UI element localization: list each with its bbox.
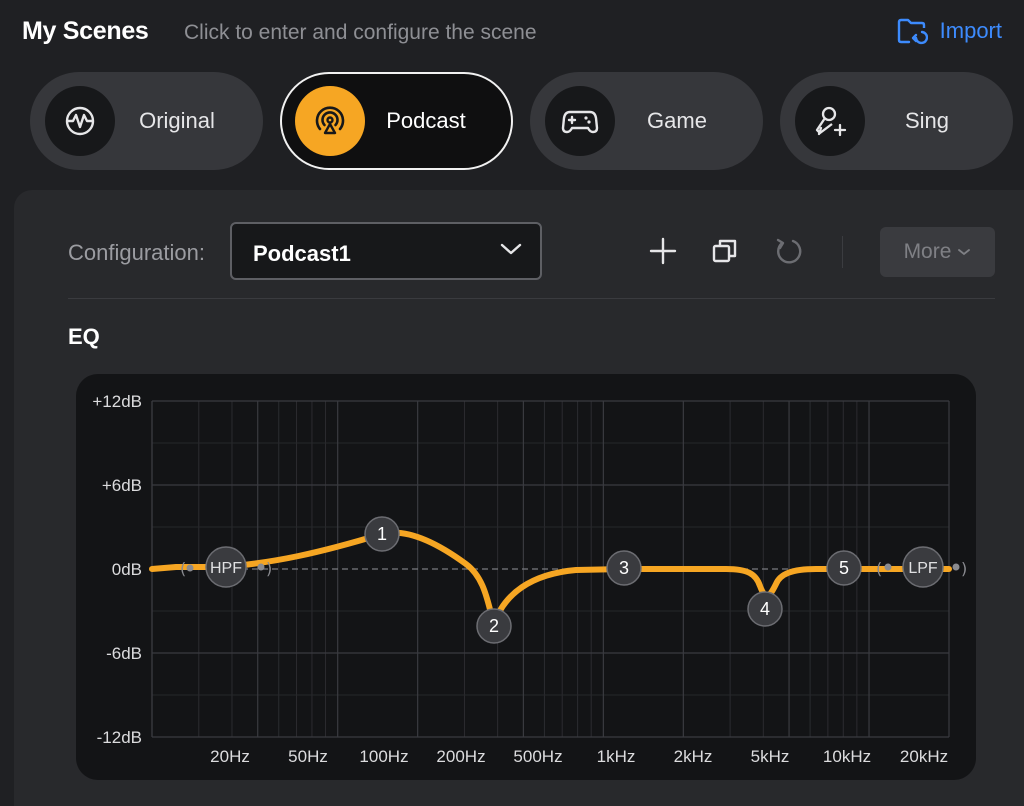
scene-podcast[interactable]: Podcast — [280, 72, 513, 170]
podcast-icon — [295, 86, 365, 156]
folder-import-icon — [897, 18, 928, 45]
x-tick-label: 1kHz — [597, 747, 636, 766]
y-tick-label: +12dB — [92, 392, 142, 411]
y-tick-label: -12dB — [97, 728, 142, 747]
lpf-slope-dot — [952, 563, 960, 571]
chevron-down-icon — [958, 249, 971, 256]
band-label: 5 — [839, 558, 849, 578]
eq-response-curve — [149, 529, 952, 627]
eq-band-2[interactable]: 2 — [476, 608, 512, 644]
eq-band-4[interactable]: 4 — [747, 591, 783, 627]
x-tick-label: 5kHz — [751, 747, 790, 766]
toolbar-divider — [842, 236, 843, 268]
reset-configuration-button[interactable] — [771, 234, 805, 268]
duplicate-icon — [712, 239, 737, 263]
divider — [68, 298, 995, 299]
band-node[interactable] — [606, 550, 642, 586]
band-node[interactable] — [364, 516, 400, 552]
hpf-handle[interactable]: ( HPF ) — [180, 546, 272, 588]
import-button[interactable]: Import — [896, 16, 1002, 46]
band-node[interactable] — [476, 608, 512, 644]
x-tick-label: 20Hz — [210, 747, 250, 766]
lpf-label: LPF — [908, 560, 938, 577]
microphone-sparkle-icon — [795, 86, 865, 156]
scene-label: Sing — [904, 108, 950, 133]
x-tick-label: 500Hz — [513, 747, 562, 766]
scene-original[interactable]: Original — [30, 72, 263, 170]
more-button[interactable]: More — [880, 227, 995, 277]
eq-band-1[interactable]: 1 — [364, 516, 400, 552]
x-tick-label: 100Hz — [359, 747, 408, 766]
scene-label: Game — [647, 108, 707, 133]
page-subtitle: Click to enter and configure the scene — [184, 21, 537, 44]
x-tick-label: 10kHz — [823, 747, 871, 766]
lpf-slope-dot — [884, 563, 892, 571]
eq-band-3[interactable]: 3 — [606, 550, 642, 586]
configuration-label: Configuration: — [68, 240, 205, 265]
x-tick-label: 200Hz — [436, 747, 485, 766]
eq-graph[interactable]: +12dB +6dB 0dB -6dB -12dB 20Hz 50Hz 100H… — [76, 374, 976, 780]
gamepad-icon — [545, 86, 615, 156]
scene-list: Original Podcast Game — [30, 72, 1020, 172]
lpf-node[interactable] — [902, 546, 944, 588]
import-label: Import — [939, 18, 1002, 43]
y-tick-label: 0dB — [112, 560, 142, 579]
plus-icon — [649, 237, 677, 265]
y-tick-label: -6dB — [106, 644, 142, 663]
hpf-bracket-left: ( — [180, 559, 186, 578]
band-node[interactable] — [747, 591, 783, 627]
chevron-down-icon — [500, 243, 522, 255]
scene-label: Original — [139, 108, 215, 133]
hpf-slope-dot — [257, 563, 265, 571]
hpf-bracket-right: ) — [266, 559, 272, 578]
header: My Scenes Click to enter and configure t… — [0, 0, 1024, 66]
page-title: My Scenes — [22, 17, 149, 45]
x-tick-label: 50Hz — [288, 747, 328, 766]
eq-title: EQ — [68, 324, 100, 349]
reset-icon — [776, 238, 802, 264]
hpf-node[interactable] — [205, 546, 247, 588]
scene-config-panel: Configuration: Podcast1 More EQ — [14, 190, 1024, 806]
configuration-value: Podcast1 — [253, 241, 351, 266]
x-tick-label: 20kHz — [900, 747, 948, 766]
eq-band-5[interactable]: 5 — [826, 550, 862, 586]
band-label: 1 — [377, 524, 387, 544]
y-tick-label: +6dB — [102, 476, 142, 495]
duplicate-configuration-button[interactable] — [708, 234, 742, 268]
lpf-bracket-right: ) — [961, 559, 967, 578]
scene-game[interactable]: Game — [530, 72, 763, 170]
configuration-select[interactable]: Podcast1 — [230, 222, 542, 280]
hpf-slope-dot — [186, 564, 194, 572]
band-node[interactable] — [826, 550, 862, 586]
add-configuration-button[interactable] — [646, 234, 680, 268]
waveform-circle-icon — [45, 86, 115, 156]
scene-label: Podcast — [386, 108, 466, 133]
hpf-label: HPF — [210, 560, 242, 577]
eq-graph-canvas: +12dB +6dB 0dB -6dB -12dB 20Hz 50Hz 100H… — [92, 392, 967, 766]
band-label: 3 — [619, 558, 629, 578]
scene-sing[interactable]: Sing — [780, 72, 1013, 170]
lpf-bracket-left: ( — [876, 559, 882, 578]
band-label: 2 — [489, 616, 499, 636]
more-label: More — [903, 240, 952, 263]
x-tick-label: 2kHz — [674, 747, 713, 766]
lpf-handle[interactable]: ( LPF ) — [876, 546, 967, 588]
band-label: 4 — [760, 599, 770, 619]
